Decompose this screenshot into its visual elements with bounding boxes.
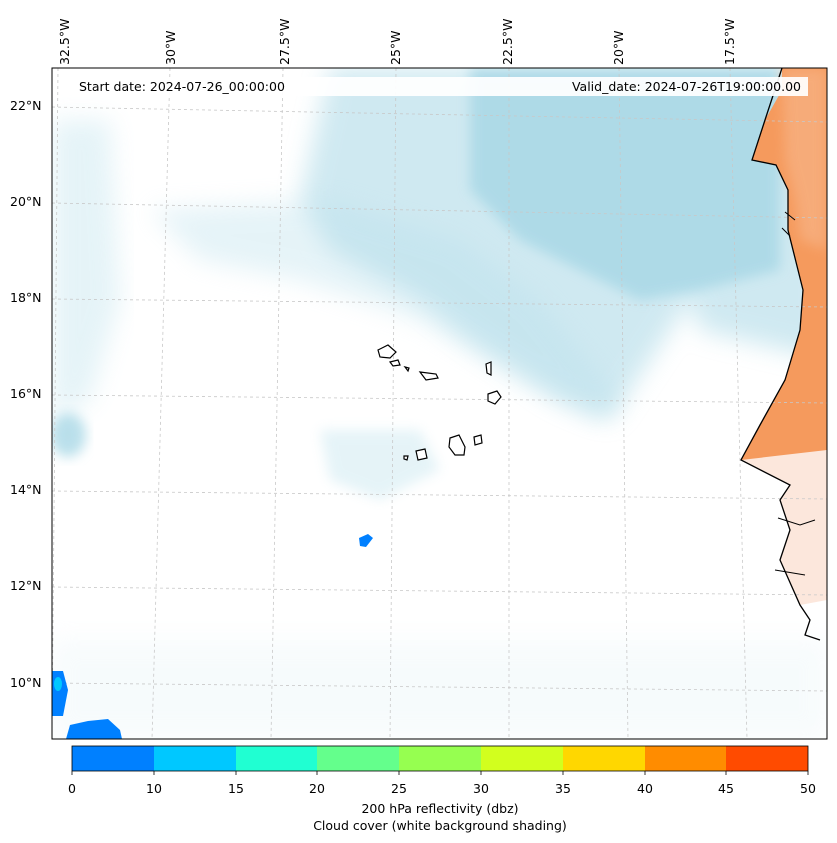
colorbar-segment-3 [236,746,318,771]
colorbar-subtitle: Cloud cover (white background shading) [313,818,567,833]
colorbar-segment-2 [154,746,236,771]
colorbar-segment-5 [399,746,481,771]
lat-label-16n: 16°N [10,386,42,401]
reflectivity-cells [52,534,373,739]
colorbar [71,745,809,775]
coast-inlet [774,211,816,576]
colorbar-segment-1 [72,746,154,771]
colorbar-tick-20: 20 [309,781,325,796]
colorbar-tick-10: 10 [146,781,162,796]
colorbar-tick-0: 0 [68,781,76,796]
lat-label-14n: 14°N [10,482,42,497]
graticule-lines [52,68,827,739]
colorbar-tick-15: 15 [228,781,244,796]
colorbar-segment-9 [726,746,808,771]
map-frame [51,67,828,740]
colorbar-tick-45: 45 [718,781,734,796]
colorbar-tick-35: 35 [555,781,571,796]
africa-land [741,68,827,605]
colorbar-segment-6 [481,746,563,771]
lat-label-18n: 18°N [10,290,42,305]
start-date-label: Start date: 2024-07-26_00:00:00 [79,79,285,94]
colorbar-segment-4 [317,746,399,771]
lat-label-10n: 10°N [10,675,42,690]
lon-label-30w: 30°W [163,30,178,65]
colorbar-tick-marks [71,771,809,775]
colorbar-tick-25: 25 [391,781,407,796]
colorbar-segment-8 [645,746,727,771]
colorbar-title: 200 hPa reflectivity (dbz) [361,801,519,816]
colorbar-tick-50: 50 [800,781,816,796]
valid-date-label: Valid_date: 2024-07-26T19:00:00.00 [571,79,801,94]
colorbar-tick-40: 40 [637,781,653,796]
lat-label-12n: 12°N [10,578,42,593]
lon-label-20w: 20°W [611,30,626,65]
colorbar-frame [71,745,809,772]
cape-verde-islands [377,344,502,461]
lon-label-25w: 25°W [388,30,403,65]
date-info-bar: Start date: 2024-07-26_00:00:00 Valid_da… [72,77,808,96]
colorbar-segment-7 [563,746,645,771]
lon-label-32-5w: 32.5°W [57,18,72,65]
colorbar-tick-30: 30 [473,781,489,796]
lon-label-17-5w: 17.5°W [722,18,737,65]
lat-label-20n: 20°N [10,194,42,209]
african-coastline [740,68,821,641]
lat-label-22n: 22°N [10,98,42,113]
lon-label-27-5w: 27.5°W [277,18,292,65]
lon-label-22-5w: 22.5°W [500,18,515,65]
cloud-cover-shading [52,68,827,739]
